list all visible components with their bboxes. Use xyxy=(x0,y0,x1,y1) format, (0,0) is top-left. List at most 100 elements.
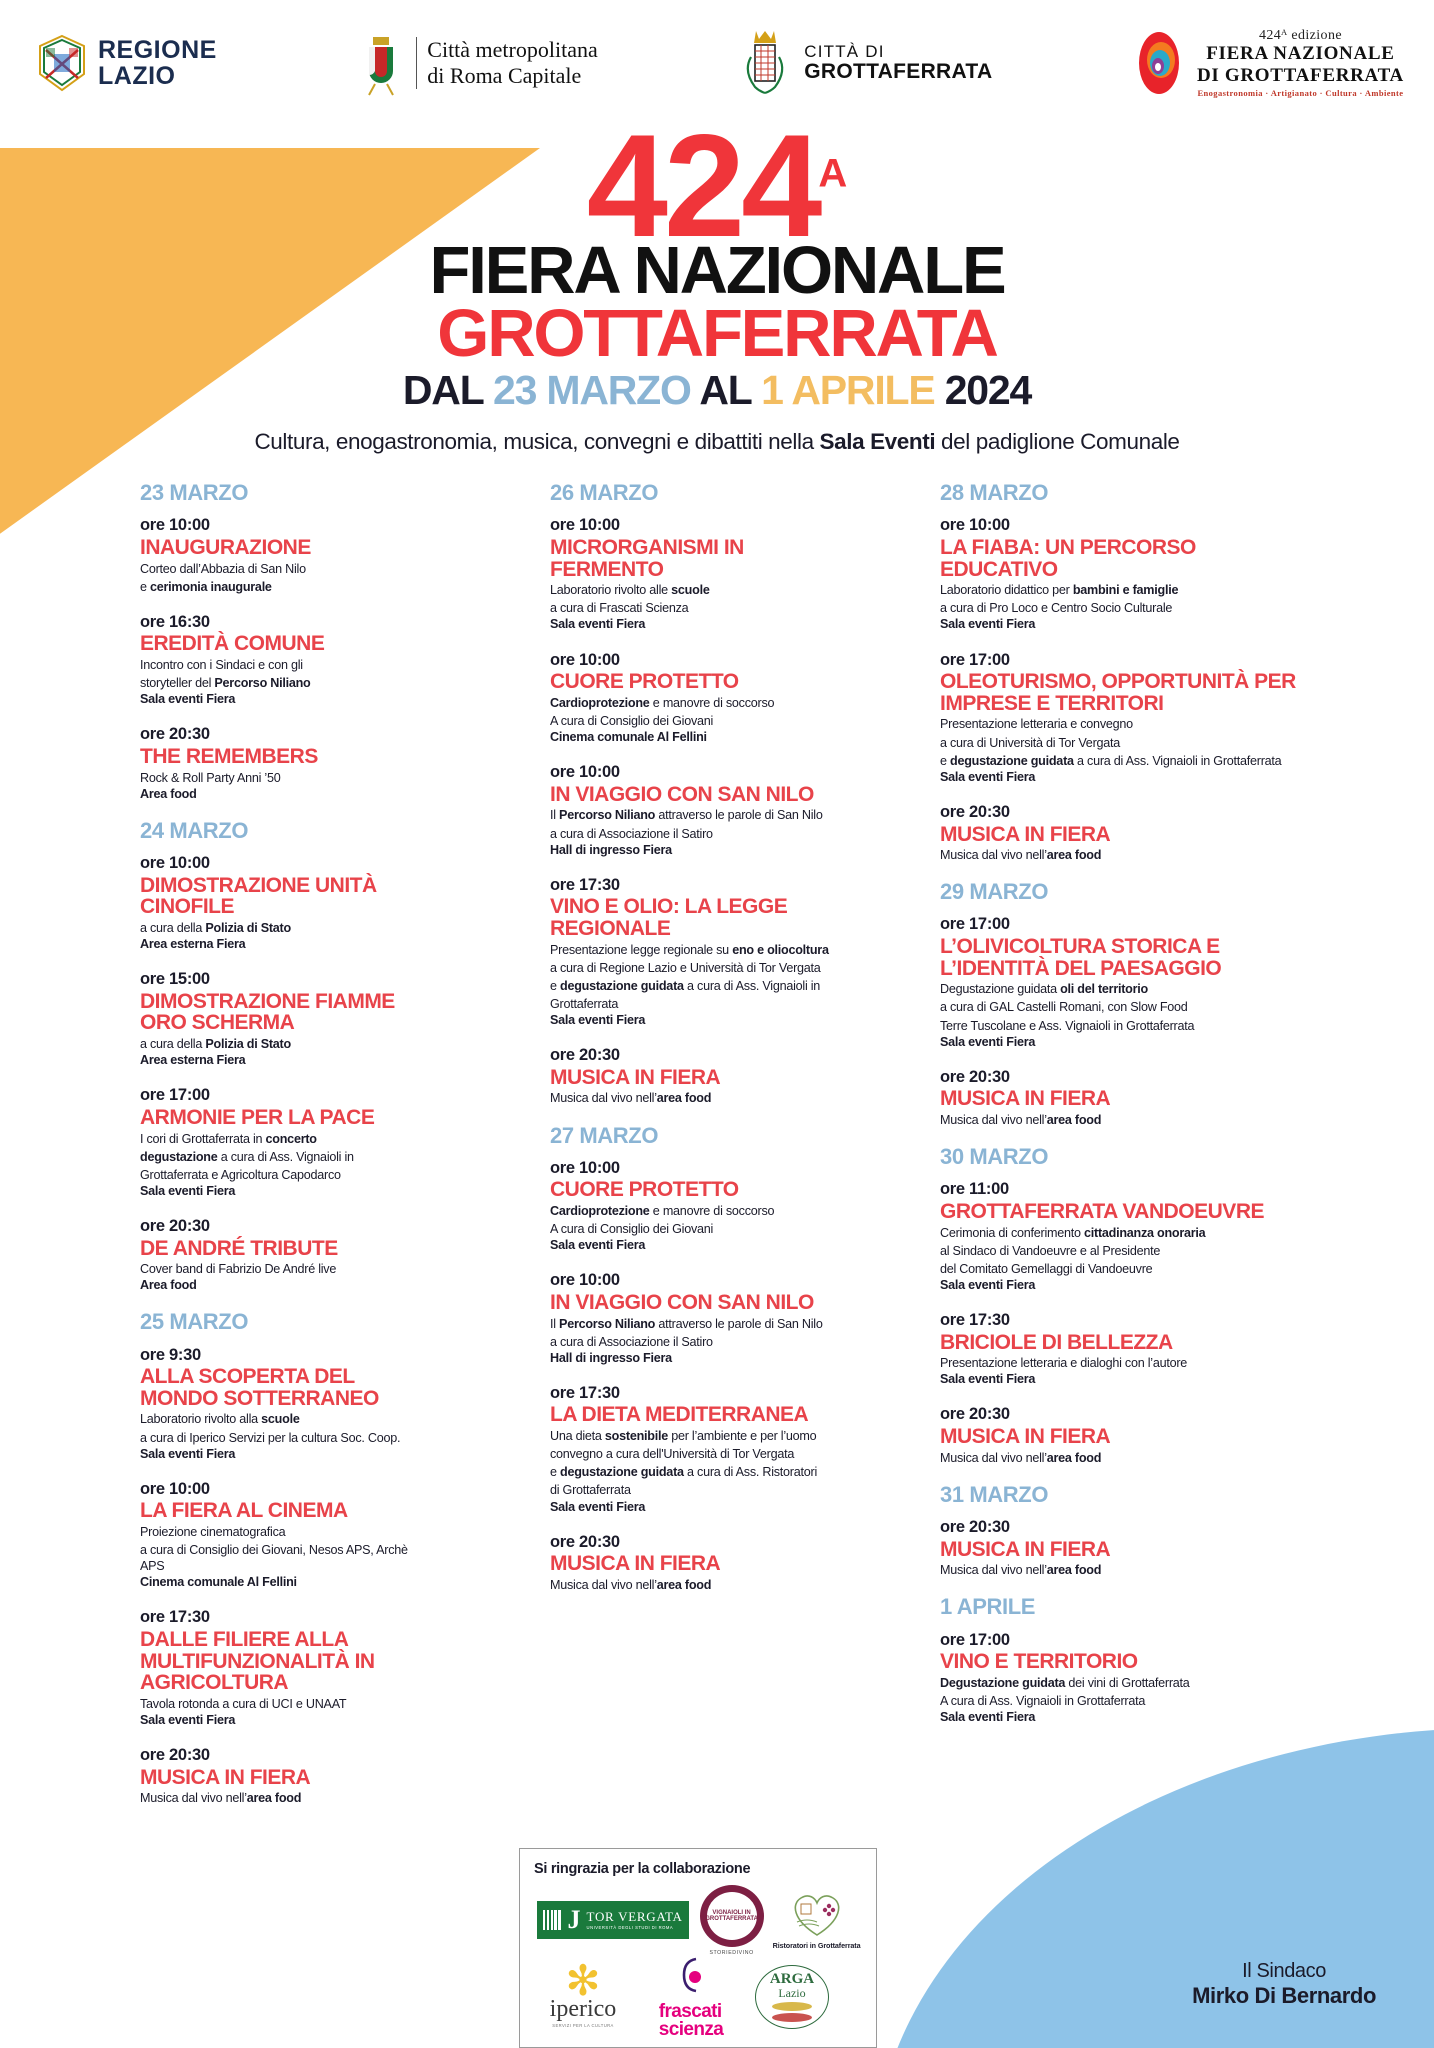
event-item: ore 20:30 MUSICA IN FIERA Musica dal vivo … xyxy=(140,1745,430,1806)
day-heading: 29 MARZO xyxy=(940,879,1049,905)
event-time: ore 20:30 xyxy=(940,1067,1010,1086)
event-item: ore 17:30 LA DIETA MEDITERRANEA Una dieta … xyxy=(550,1383,850,1515)
event-description: Presentazione legge regionale su eno e o… xyxy=(550,942,829,957)
event-title: DIMOSTRAZIONE UNITÀ CINOFILE xyxy=(140,873,377,919)
event-description: Rock & Roll Party Anni ’50 xyxy=(140,770,281,785)
vignaioli-label: VIGNAIOLI IN GROTTAFERRATA xyxy=(705,1909,758,1922)
event-item: ore 20:30 MUSICA IN FIERA Musica dal vivo … xyxy=(550,1045,850,1106)
arga-bread-icon xyxy=(772,2012,812,2022)
event-item: ore 17:00 L’OLIVICOLTURA STORICA E L’IDEN… xyxy=(940,914,1300,1049)
event-title: MUSICA IN FIERA xyxy=(940,1425,1111,1449)
day-heading: 26 MARZO xyxy=(550,480,659,506)
day-heading: 30 MARZO xyxy=(940,1144,1049,1170)
fiera-edition: 424ᴬ edizione xyxy=(1258,27,1342,43)
event-venue: Sala eventi Fiera xyxy=(140,1183,236,1198)
tor-vergata-logo-icon: J TOR VERGATA UNIVERSITÀ DEGLI STUDI DI … xyxy=(537,1901,690,1939)
sponsor-arga-lazio: ARGA Lazio xyxy=(750,1965,834,2029)
event-time: ore 20:30 xyxy=(140,1216,210,1235)
sponsor-ristoratori: Ristoratori in Grottaferrata xyxy=(771,1890,862,1950)
event-item: ore 10:00 DIMOSTRAZIONE UNITÀ CINOFILE a c… xyxy=(140,853,430,952)
event-description: A cura di Consiglio dei Giovani xyxy=(550,1222,714,1237)
event-venue: Sala eventi Fiera xyxy=(140,1446,236,1461)
event-item: ore 10:00 IN VIAGGIO CON SAN NILO Il Perco… xyxy=(550,762,850,858)
event-description: Grottaferrata e Agricoltura Capodarco xyxy=(140,1167,341,1182)
event-title: CUORE PROTETTO xyxy=(550,1178,739,1202)
event-item: ore 10:00 LA FIABA: UN PERCORSO EDUCATIVO… xyxy=(940,515,1300,632)
fiera-line2: DI GROTTAFERRATA xyxy=(1196,64,1404,86)
event-title: EREDITÀ COMUNE xyxy=(140,632,325,656)
event-time: ore 17:00 xyxy=(940,915,1010,934)
event-description: degustazione a cura di Ass. Vignaioli in xyxy=(140,1149,354,1164)
vignaioli-sub: STORIEDIVINO xyxy=(709,1949,754,1956)
event-description: al Sindaco di Vandoeuvre e al Presidente xyxy=(940,1243,1161,1258)
event-item: ore 17:00 OLEOTURISMO, OPPORTUNITÀ PER IM… xyxy=(940,650,1300,785)
event-description: Musica dal vivo nell’area food xyxy=(140,1791,302,1806)
event-venue: Area esterna Fiera xyxy=(140,937,246,952)
regione-lazio-text: REGIONE LAZIO xyxy=(98,36,217,89)
day-heading: 25 MARZO xyxy=(140,1309,249,1335)
event-venue: Sala eventi Fiera xyxy=(550,1499,646,1514)
poster-subtitle: Cultura, enogastronomia, musica, convegn… xyxy=(0,429,1434,455)
logo-bar: REGIONE LAZIO Città metropolitana di Rom… xyxy=(0,0,1434,118)
day-heading: 28 MARZO xyxy=(940,480,1049,506)
event-description: Tavola rotonda a cura di UCI e UNAAT xyxy=(140,1696,347,1711)
event-venue: Sala eventi Fiera xyxy=(940,769,1036,784)
event-time: ore 16:30 xyxy=(140,612,210,631)
sponsor-vignaioli: VIGNAIOLI IN GROTTAFERRATA STORIEDIVINO xyxy=(692,1884,771,1956)
event-venue: Area food xyxy=(140,786,197,801)
event-venue: Sala eventi Fiera xyxy=(550,617,646,632)
program-column-3: 28 MARZO ore 10:00 LA FIABA: UN PERCORSO E… xyxy=(940,480,1300,1823)
event-description: Il Percorso Niliano attraverso le parole… xyxy=(550,808,823,823)
event-time: ore 20:30 xyxy=(940,1517,1010,1536)
event-item: ore 20:30 MUSICA IN FIERA Musica dal vivo … xyxy=(550,1532,850,1593)
event-description: a cura di Università di Tor Vergata xyxy=(940,735,1121,750)
citta-metropolitana-line2: di Roma Capitale xyxy=(427,63,582,88)
event-description: e degustazione guidata a cura di Ass. Ri… xyxy=(550,1465,817,1480)
date-end: 1 APRILE xyxy=(761,367,936,414)
event-description: Laboratorio didattico per bambini e fami… xyxy=(940,583,1179,598)
iperico-flower-icon: ✻ xyxy=(565,1956,601,2004)
event-venue: Sala eventi Fiera xyxy=(940,1372,1036,1387)
event-time: ore 17:30 xyxy=(550,875,620,894)
event-description: I cori di Grottaferrata in concerto xyxy=(140,1131,317,1146)
event-venue: Sala eventi Fiera xyxy=(940,1710,1036,1724)
event-description: A cura di Consiglio dei Giovani xyxy=(550,713,714,728)
event-description: Grottaferrata xyxy=(550,996,619,1011)
event-description: Musica dal vivo nell’area food xyxy=(940,1563,1102,1578)
event-description: Musica dal vivo nell’area food xyxy=(940,1112,1102,1127)
edition-number-value: 424 xyxy=(586,104,823,267)
event-time: ore 20:30 xyxy=(550,1046,620,1065)
event-description: e degustazione guidata a cura di Ass. Vi… xyxy=(940,753,1282,768)
event-item: ore 10:00 INAUGURAZIONE Corteo dall’Abbazi… xyxy=(140,515,430,594)
event-title: LA FIERA AL CINEMA xyxy=(140,1499,348,1523)
sponsor-frascati-scienza: frascati scienza xyxy=(632,1955,750,2039)
subtitle-part1: Cultura, enogastronomia, musica, convegn… xyxy=(254,429,820,455)
event-time: ore 9:30 xyxy=(140,1345,201,1364)
edition-ordinal: A xyxy=(818,151,848,196)
event-item: ore 10:00 LA FIERA AL CINEMA Proiezione ci… xyxy=(140,1479,430,1591)
event-venue: Cinema comunale Al Fellini xyxy=(140,1575,297,1590)
tor-vergata-text: TOR VERGATA UNIVERSITÀ DEGLI STUDI DI RO… xyxy=(587,1910,683,1930)
citta-di-grottaferrata-text: CITTÀ DI GROTTAFERRATA xyxy=(804,43,992,83)
event-title: DIMOSTRAZIONE FIAMME ORO SCHERMA xyxy=(140,989,395,1035)
sponsors-box: Si ringrazia per la collaborazione J TOR… xyxy=(519,1848,877,2048)
logo-regione-lazio: REGIONE LAZIO xyxy=(36,34,217,92)
program-columns: 23 MARZO ore 10:00 INAUGURAZIONE Corteo dal… xyxy=(0,480,1434,1823)
event-venue: Sala eventi Fiera xyxy=(550,1013,646,1028)
event-item: ore 20:30 MUSICA IN FIERA Musica dal vivo … xyxy=(940,1404,1300,1465)
event-description: a cura di Consiglio dei Giovani, Nesos A… xyxy=(140,1543,408,1574)
date-start: 23 MARZO xyxy=(493,367,692,414)
mayor-role: Il Sindaco xyxy=(1242,1959,1326,1982)
event-item: ore 17:00 VINO E TERRITORIO Degustazione g… xyxy=(940,1630,1300,1726)
event-description: a cura di Pro Loco e Centro Socio Cultur… xyxy=(940,601,1173,616)
subtitle-part2: del padiglione Comunale xyxy=(935,429,1180,455)
event-item: ore 10:00 CUORE PROTETTO Cardioprotezione … xyxy=(550,1158,850,1254)
date-prefix-dal: DAL xyxy=(402,367,493,414)
event-time: ore 20:30 xyxy=(140,1746,210,1765)
mayor-signature: Il Sindaco Mirko Di Bernardo xyxy=(1192,1959,1376,2010)
event-time: ore 17:30 xyxy=(940,1310,1010,1329)
iperico-label: iperico xyxy=(549,1996,617,2023)
fiera-spiral-icon xyxy=(1131,30,1187,96)
day-heading: 31 MARZO xyxy=(940,1481,1049,1507)
